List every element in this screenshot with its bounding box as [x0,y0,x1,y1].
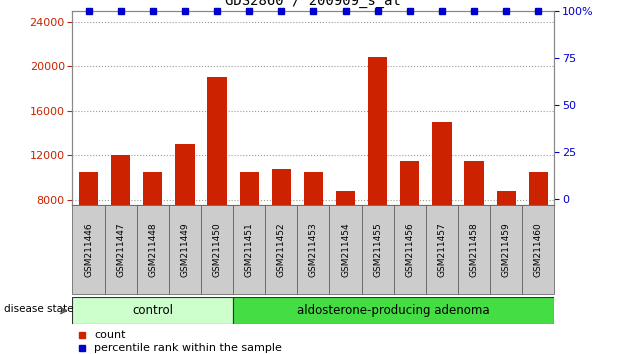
Bar [72,205,105,294]
Text: GSM211455: GSM211455 [373,222,382,277]
Bar [529,172,548,205]
Text: GSM211457: GSM211457 [437,222,447,277]
Bar [368,57,387,205]
Text: GSM211446: GSM211446 [84,222,93,277]
Bar [169,205,201,294]
Text: GSM211459: GSM211459 [501,222,511,277]
Bar [336,191,355,205]
Bar [72,297,233,324]
Text: GSM211451: GSM211451 [244,222,254,277]
Text: GSM211447: GSM211447 [116,222,125,277]
Text: GSM211456: GSM211456 [405,222,415,277]
Text: count: count [94,330,125,340]
Bar [111,155,130,205]
Text: GSM211460: GSM211460 [534,222,543,277]
Bar [362,205,394,294]
Bar [400,161,420,205]
Bar [394,205,426,294]
Text: GSM211449: GSM211449 [180,222,190,277]
Text: GSM211448: GSM211448 [148,222,158,277]
Bar [297,205,329,294]
Bar [522,205,554,294]
Bar [207,78,227,205]
Bar [137,205,169,294]
Bar [201,205,233,294]
Text: GSM211454: GSM211454 [341,222,350,277]
Bar [490,205,522,294]
Bar [105,205,137,294]
Text: disease state: disease state [4,304,73,314]
Bar [458,205,490,294]
Bar [464,161,484,205]
Text: control: control [132,304,173,317]
Bar [79,172,98,205]
Bar [432,122,452,205]
Bar [329,205,362,294]
Bar [175,144,195,205]
Bar [239,172,259,205]
Bar [496,191,516,205]
Bar [143,172,163,205]
Bar [426,205,458,294]
Text: GSM211453: GSM211453 [309,222,318,277]
Text: aldosterone-producing adenoma: aldosterone-producing adenoma [297,304,490,317]
Bar [265,205,297,294]
Title: GDS2860 / 200909_s_at: GDS2860 / 200909_s_at [226,0,401,8]
Bar [233,205,265,294]
Text: percentile rank within the sample: percentile rank within the sample [94,343,282,353]
Bar [233,297,554,324]
Text: GSM211458: GSM211458 [469,222,479,277]
Bar [272,169,291,205]
Bar [304,172,323,205]
Text: GSM211452: GSM211452 [277,222,286,277]
Text: GSM211450: GSM211450 [212,222,222,277]
